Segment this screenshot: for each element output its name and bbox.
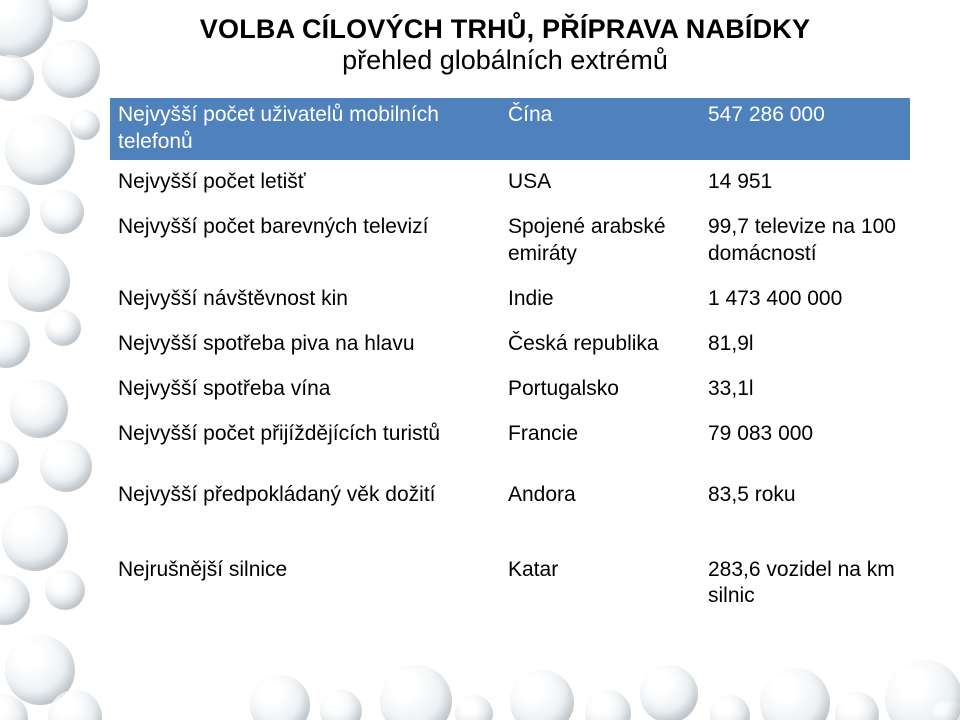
header-cell-metric: Nejvyšší počet uživatelů mobilních telef… — [110, 98, 500, 160]
cell-country: Katar — [500, 548, 700, 620]
cell-value: 14 951 — [700, 160, 910, 205]
cell-metric: Nejvyšší počet letišť — [110, 160, 500, 205]
table-row: Nejrušnější silnice Katar 283,6 vozidel … — [110, 548, 910, 620]
header-cell-value: 547 286 000 — [700, 98, 910, 160]
cell-metric: Nejvyšší počet přijíždějících turistů — [110, 412, 500, 457]
bubble-decor — [250, 675, 310, 720]
heading-line-2: přehled globálních extrémů — [110, 45, 900, 76]
slide-content: VOLBA CÍLOVÝCH TRHŮ, PŘÍPRAVA NABÍDKY př… — [0, 0, 960, 619]
cell-country: USA — [500, 160, 700, 205]
bubble-decor — [760, 668, 830, 720]
cell-metric: Nejrušnější silnice — [110, 548, 500, 620]
bubble-decor — [0, 695, 28, 720]
extremes-table: Nejvyšší počet uživatelů mobilních telef… — [110, 98, 910, 619]
cell-value: 79 083 000 — [700, 412, 910, 457]
heading-block: VOLBA CÍLOVÝCH TRHŮ, PŘÍPRAVA NABÍDKY př… — [110, 14, 920, 76]
bubble-decor — [510, 670, 574, 720]
table-gap-row — [110, 518, 910, 548]
table-header-row: Nejvyšší počet uživatelů mobilních telef… — [110, 98, 910, 160]
bubble-decor — [320, 690, 362, 720]
cell-metric: Nejvyšší spotřeba piva na hlavu — [110, 322, 500, 367]
cell-country: Andora — [500, 473, 700, 518]
cell-metric: Nejvyšší předpokládaný věk dožití — [110, 473, 500, 518]
bubble-decor — [380, 665, 452, 720]
table-row: Nejvyšší počet přijíždějících turistů Fr… — [110, 412, 910, 457]
cell-value: 283,6 vozidel na km silnic — [700, 548, 910, 620]
cell-country: Portugalsko — [500, 367, 700, 412]
cell-value: 33,1l — [700, 367, 910, 412]
bubble-decor — [710, 695, 750, 720]
table-gap-row — [110, 457, 910, 473]
cell-metric: Nejvyšší počet barevných televizí — [110, 205, 500, 277]
cell-metric: Nejvyšší návštěvnost kin — [110, 277, 500, 322]
cell-country: Česká republika — [500, 322, 700, 367]
bubble-decor — [835, 692, 879, 720]
cell-country: Indie — [500, 277, 700, 322]
bubble-decor — [640, 665, 698, 720]
cell-value: 1 473 400 000 — [700, 277, 910, 322]
bubble-decor — [585, 690, 631, 720]
header-cell-country: Čína — [500, 98, 700, 160]
table-row: Nejvyšší spotřeba piva na hlavu Česká re… — [110, 322, 910, 367]
cell-country: Spojené arabské emiráty — [500, 205, 700, 277]
cell-metric: Nejvyšší spotřeba vína — [110, 367, 500, 412]
table-row: Nejvyšší počet barevných televizí Spojen… — [110, 205, 910, 277]
bubble-decor — [48, 690, 102, 720]
cell-value: 83,5 roku — [700, 473, 910, 518]
bubble-decor — [5, 635, 75, 705]
cell-value: 81,9l — [700, 322, 910, 367]
table-row: Nejvyšší návštěvnost kin Indie 1 473 400… — [110, 277, 910, 322]
heading-line-1: VOLBA CÍLOVÝCH TRHŮ, PŘÍPRAVA NABÍDKY — [110, 14, 900, 45]
bubble-decor — [885, 660, 960, 720]
cell-value: 99,7 televize na 100 domácností — [700, 205, 910, 277]
table-row: Nejvyšší spotřeba vína Portugalsko 33,1l — [110, 367, 910, 412]
bubble-decor — [455, 695, 493, 720]
table-row: Nejvyšší počet letišť USA 14 951 — [110, 160, 910, 205]
bubble-decor — [930, 700, 960, 720]
cell-country: Francie — [500, 412, 700, 457]
table-row: Nejvyšší předpokládaný věk dožití Andora… — [110, 473, 910, 518]
